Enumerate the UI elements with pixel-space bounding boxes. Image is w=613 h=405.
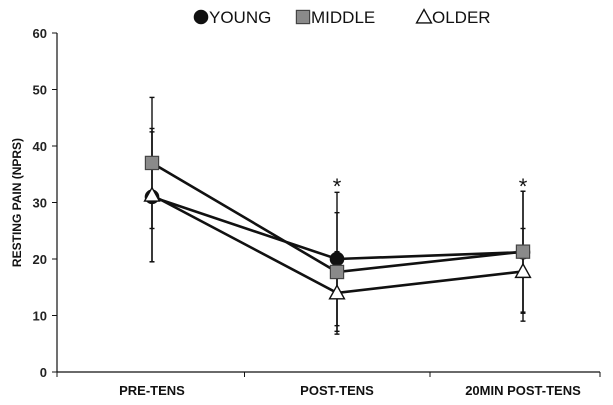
legend-label-middle: MIDDLE [311, 8, 375, 27]
annotations: * * [333, 174, 528, 199]
legend-marker-older [415, 8, 433, 24]
legend-label-older: OLDER [432, 8, 491, 27]
marker-older-20min-post-tens [514, 262, 532, 279]
y-tick-label-60: 60 [33, 26, 47, 41]
y-tick-label-40: 40 [33, 139, 47, 154]
significance-asterisk-20min-post-tens: * [519, 174, 528, 199]
marker-middle-post-tens [329, 264, 345, 280]
legend-label-young: YOUNG [209, 8, 271, 27]
y-tick-label-0: 0 [40, 365, 47, 380]
x-tick-label-post-tens: POST-TENS [300, 383, 374, 398]
marker-young-post-tens [329, 251, 345, 267]
legend-marker-middle [295, 9, 311, 25]
x-tick-label-20min-post-tens: 20MIN POST-TENS [465, 383, 581, 398]
y-tick-label-30: 30 [33, 196, 47, 211]
legend-marker-young [193, 9, 209, 25]
marker-older-post-tens [328, 284, 346, 300]
series-markers [143, 155, 532, 300]
marker-older-pre-tens [143, 186, 161, 202]
marker-middle-pre-tens [144, 155, 160, 171]
y-axis-label: RESTING PAIN (NPRS) [10, 138, 24, 267]
marker-middle-20min-post-tens [515, 244, 531, 259]
x-tick-label-pre-tens: PRE-TENS [119, 383, 185, 398]
y-tick-label-50: 50 [33, 83, 47, 98]
legend: YOUNG MIDDLE OLDER [193, 8, 491, 27]
axes: 0 10 20 30 40 50 60 PRE-TENS POST-TENS 20MIN POST… [10, 26, 601, 398]
y-tick-label-10: 10 [33, 309, 47, 324]
y-tick-label-20: 20 [33, 252, 47, 267]
significance-asterisk-post-tens: * [333, 174, 342, 199]
